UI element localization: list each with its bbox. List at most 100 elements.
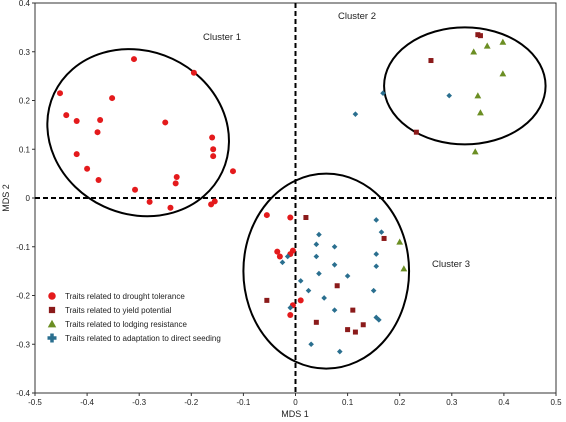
y-tick-label: -0.3	[16, 340, 30, 349]
y-tick-label: -0.1	[16, 243, 30, 252]
series-4	[279, 90, 452, 355]
data-point	[373, 263, 380, 270]
data-point	[130, 56, 137, 63]
y-tick-label: 0.4	[19, 0, 31, 8]
x-tick-label: -0.4	[80, 398, 94, 407]
series-3	[396, 38, 507, 272]
data-point	[210, 153, 217, 160]
series-1	[57, 56, 304, 318]
legend: Traits related to drought tolerance Trait…	[47, 292, 221, 343]
data-point	[287, 312, 294, 318]
y-tick-label: 0.2	[19, 97, 31, 106]
data-point	[94, 129, 101, 136]
data-point	[396, 238, 404, 245]
data-point	[276, 253, 283, 260]
data-point	[316, 231, 322, 238]
data-point	[274, 248, 281, 255]
data-point	[297, 297, 304, 304]
data-point	[210, 146, 217, 153]
x-tick-label: 0.5	[550, 398, 562, 407]
data-point	[344, 273, 351, 279]
y-tick-label: -0.4	[16, 389, 30, 398]
data-point	[146, 198, 153, 205]
data-point	[308, 341, 314, 348]
data-point	[400, 265, 408, 272]
data-point	[350, 307, 356, 313]
data-point	[331, 307, 338, 313]
data-point	[321, 295, 327, 301]
data-point	[336, 348, 343, 355]
data-point	[172, 180, 179, 187]
data-point	[376, 317, 382, 323]
y-tick-label: 0.3	[19, 48, 31, 57]
legend-entry-label: Traits related to lodging resistance	[65, 320, 188, 329]
cluster-3-label: Cluster 3	[432, 259, 470, 270]
data-point	[373, 217, 380, 223]
y-tick-label: 0.1	[19, 145, 31, 154]
data-point	[316, 270, 322, 277]
data-point	[63, 112, 70, 119]
data-point	[446, 92, 452, 99]
x-tick-label: 0.2	[394, 398, 406, 407]
data-point	[57, 90, 64, 97]
data-point	[279, 259, 286, 266]
data-point	[173, 174, 180, 181]
data-point	[303, 215, 309, 220]
data-point	[334, 283, 340, 289]
data-point	[475, 32, 481, 38]
data-point	[287, 214, 294, 221]
data-point	[209, 134, 216, 141]
data-point	[499, 70, 507, 77]
data-point	[331, 261, 338, 268]
data-point	[305, 287, 312, 294]
data-point	[370, 287, 377, 294]
legend-marker	[48, 292, 56, 300]
data-point	[477, 33, 483, 39]
legend-marker	[47, 333, 57, 343]
data-point	[381, 235, 387, 241]
data-point	[313, 241, 320, 248]
x-tick-label: -0.2	[184, 398, 198, 407]
data-point	[313, 253, 320, 260]
y-axis-title: MDS 2	[1, 184, 11, 212]
data-point	[477, 109, 484, 116]
x-tick-label: 0.3	[446, 398, 458, 407]
data-point	[499, 38, 507, 45]
x-tick-label: 0.4	[498, 398, 510, 407]
data-point	[211, 198, 218, 205]
cluster-1-label: Cluster 1	[203, 32, 241, 43]
legend-marker	[47, 319, 57, 328]
y-tick-label: -0.2	[16, 292, 30, 301]
legend-entry-label: Traits related to adaptation to direct s…	[65, 334, 221, 343]
data-point	[97, 117, 104, 123]
data-point	[287, 304, 294, 311]
x-tick-label: -0.3	[132, 398, 146, 407]
data-point	[297, 278, 304, 284]
data-point	[229, 168, 236, 175]
data-point	[380, 90, 386, 96]
data-point	[378, 229, 385, 235]
data-point	[264, 297, 270, 303]
cluster-3-ellipse	[242, 172, 411, 370]
data-point	[428, 58, 434, 64]
data-point	[109, 95, 116, 102]
data-point	[331, 243, 338, 250]
cluster-ellipses: Cluster 1 Cluster 2 Cluster 3	[46, 11, 547, 370]
data-point	[84, 165, 91, 172]
y-tick-label: 0	[26, 194, 31, 203]
data-point	[413, 129, 419, 135]
data-points	[57, 32, 507, 355]
data-point	[474, 92, 482, 99]
data-point	[470, 48, 478, 55]
data-point	[167, 204, 174, 211]
data-point	[190, 69, 197, 76]
data-point	[162, 119, 169, 126]
x-tick-label: 0	[293, 398, 298, 407]
cluster-2-ellipse	[383, 26, 547, 146]
data-point	[471, 148, 479, 155]
x-tick-label: 0.1	[342, 398, 354, 407]
data-point	[360, 322, 366, 328]
data-point	[132, 186, 139, 193]
data-point	[263, 212, 270, 219]
